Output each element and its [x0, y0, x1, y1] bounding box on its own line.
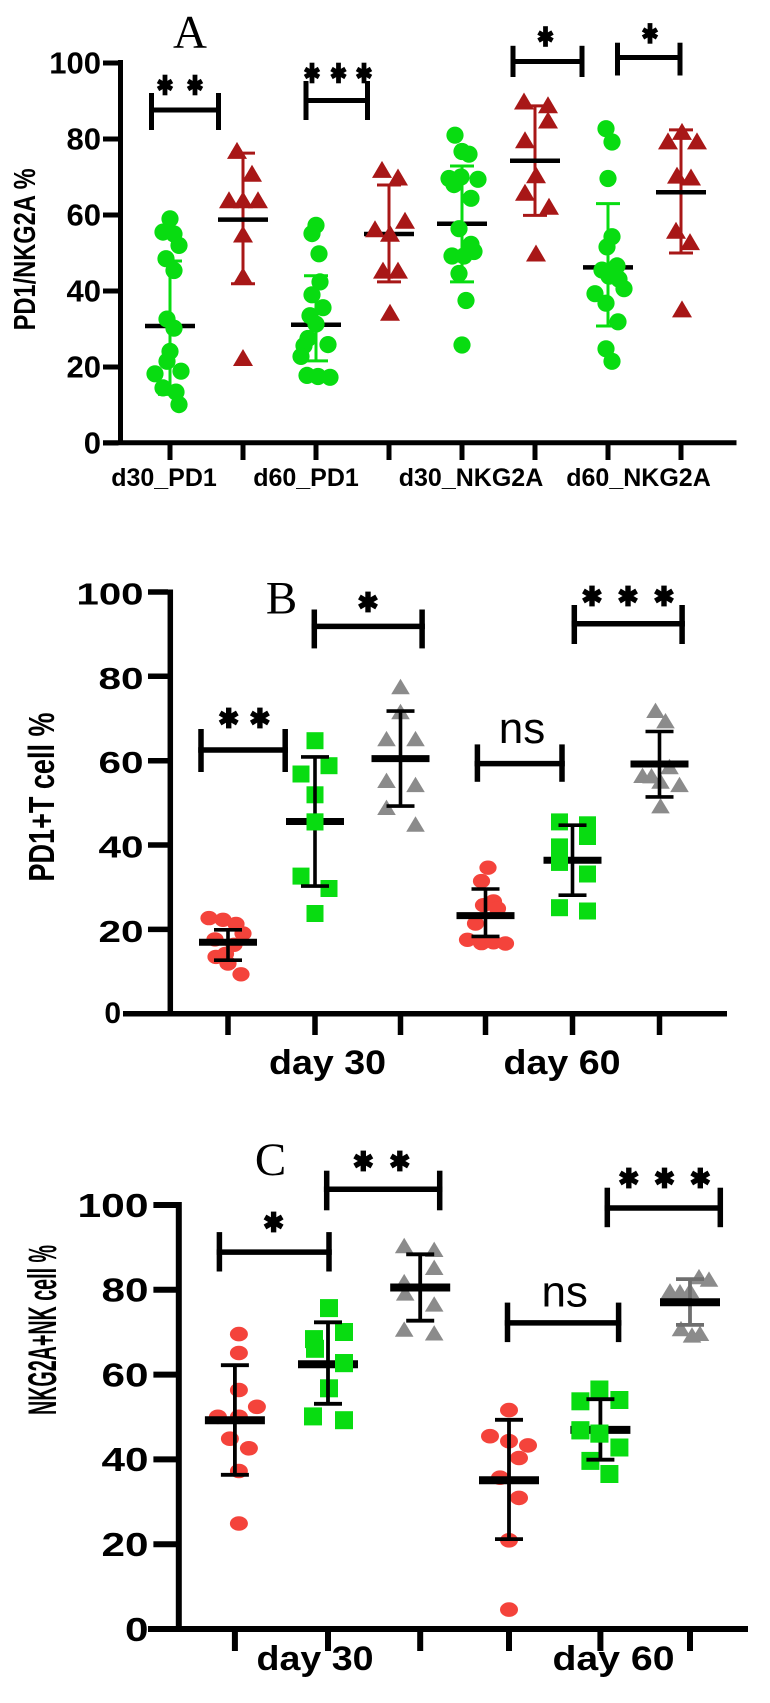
svg-text:20: 20: [99, 914, 144, 949]
svg-text:d60_PD1: d60_PD1: [253, 464, 359, 492]
svg-text:40: 40: [99, 830, 144, 865]
svg-text:100: 100: [77, 577, 144, 612]
svg-text:day 60: day 60: [504, 1044, 621, 1082]
svg-text:ns: ns: [499, 704, 545, 753]
svg-text:20: 20: [102, 1527, 149, 1564]
svg-text:0: 0: [125, 1612, 149, 1649]
svg-text:80: 80: [67, 121, 101, 156]
svg-text:60: 60: [99, 745, 144, 780]
svg-text:NKG2A+NK cell %: NKG2A+NK cell %: [21, 1245, 65, 1415]
svg-text:100: 100: [78, 1188, 149, 1225]
svg-text:40: 40: [102, 1442, 149, 1479]
svg-text:d30_NKG2A: d30_NKG2A: [399, 464, 544, 492]
svg-text:A: A: [173, 6, 207, 58]
svg-text:B: B: [266, 573, 297, 625]
svg-text:60: 60: [67, 197, 101, 232]
svg-text:day 60: day 60: [553, 1640, 675, 1678]
svg-text:0: 0: [104, 997, 121, 1030]
svg-text:100: 100: [49, 45, 101, 80]
svg-text:80: 80: [99, 661, 144, 696]
svg-text:20: 20: [67, 349, 101, 384]
svg-text:C: C: [255, 1134, 286, 1186]
svg-text:PD1/NKG2A %: PD1/NKG2A %: [7, 168, 42, 330]
svg-text:day 30: day 30: [269, 1044, 386, 1082]
svg-text:40: 40: [67, 273, 101, 308]
svg-text:d30_PD1: d30_PD1: [111, 464, 217, 492]
svg-text:0: 0: [84, 425, 101, 460]
svg-text:PD1+T cell %: PD1+T cell %: [21, 713, 62, 882]
svg-text:day 30: day 30: [257, 1640, 374, 1678]
svg-text:60: 60: [102, 1357, 149, 1394]
svg-text:d60_NKG2A: d60_NKG2A: [566, 464, 711, 492]
svg-text:80: 80: [102, 1273, 149, 1310]
svg-text:ns: ns: [541, 1268, 587, 1317]
